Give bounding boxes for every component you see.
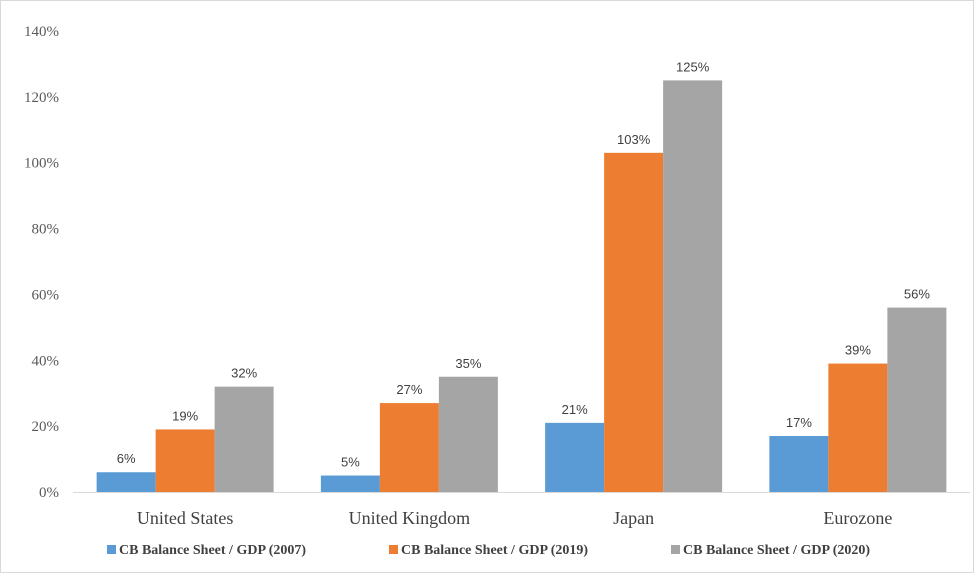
data-label: 39%	[845, 343, 871, 358]
bar	[604, 152, 664, 493]
y-tick-label: 120%	[24, 90, 59, 106]
y-tick-label: 0%	[39, 485, 59, 501]
data-label: 125%	[676, 59, 710, 74]
x-category-label: United Kingdom	[349, 508, 471, 528]
y-tick-label: 20%	[32, 419, 60, 435]
data-label: 5%	[341, 455, 360, 470]
data-label: 27%	[396, 382, 422, 397]
data-label: 6%	[117, 451, 136, 466]
bar	[96, 472, 156, 492]
bar	[663, 80, 723, 493]
legend-label: CB Balance Sheet / GDP (2019)	[401, 543, 588, 558]
data-label: 19%	[172, 408, 198, 423]
bar	[887, 307, 947, 492]
bar	[155, 429, 215, 492]
legend-label: CB Balance Sheet / GDP (2020)	[683, 543, 870, 558]
y-tick-label: 60%	[32, 287, 60, 303]
data-label: 56%	[904, 287, 930, 302]
bar	[545, 422, 605, 492]
y-tick-label: 100%	[24, 156, 59, 172]
y-tick-label: 140%	[24, 24, 59, 40]
data-label: 32%	[231, 366, 257, 381]
legend-swatch	[107, 545, 116, 554]
bar	[214, 386, 274, 492]
x-category-label: Eurozone	[823, 508, 892, 528]
data-label: 103%	[617, 132, 651, 147]
bar	[828, 363, 888, 492]
bar	[769, 436, 829, 492]
data-label: 35%	[455, 356, 481, 371]
legend-swatch	[389, 545, 398, 554]
data-label: 17%	[786, 415, 812, 430]
y-tick-label: 40%	[32, 353, 60, 369]
bar	[438, 376, 498, 492]
x-category-label: United States	[137, 508, 234, 528]
bar	[320, 475, 380, 492]
legend-swatch	[671, 545, 680, 554]
data-label: 21%	[562, 402, 588, 417]
legend-label: CB Balance Sheet / GDP (2007)	[119, 543, 306, 558]
y-tick-label: 80%	[32, 222, 60, 238]
x-category-label: Japan	[613, 508, 654, 528]
bar	[379, 403, 439, 492]
